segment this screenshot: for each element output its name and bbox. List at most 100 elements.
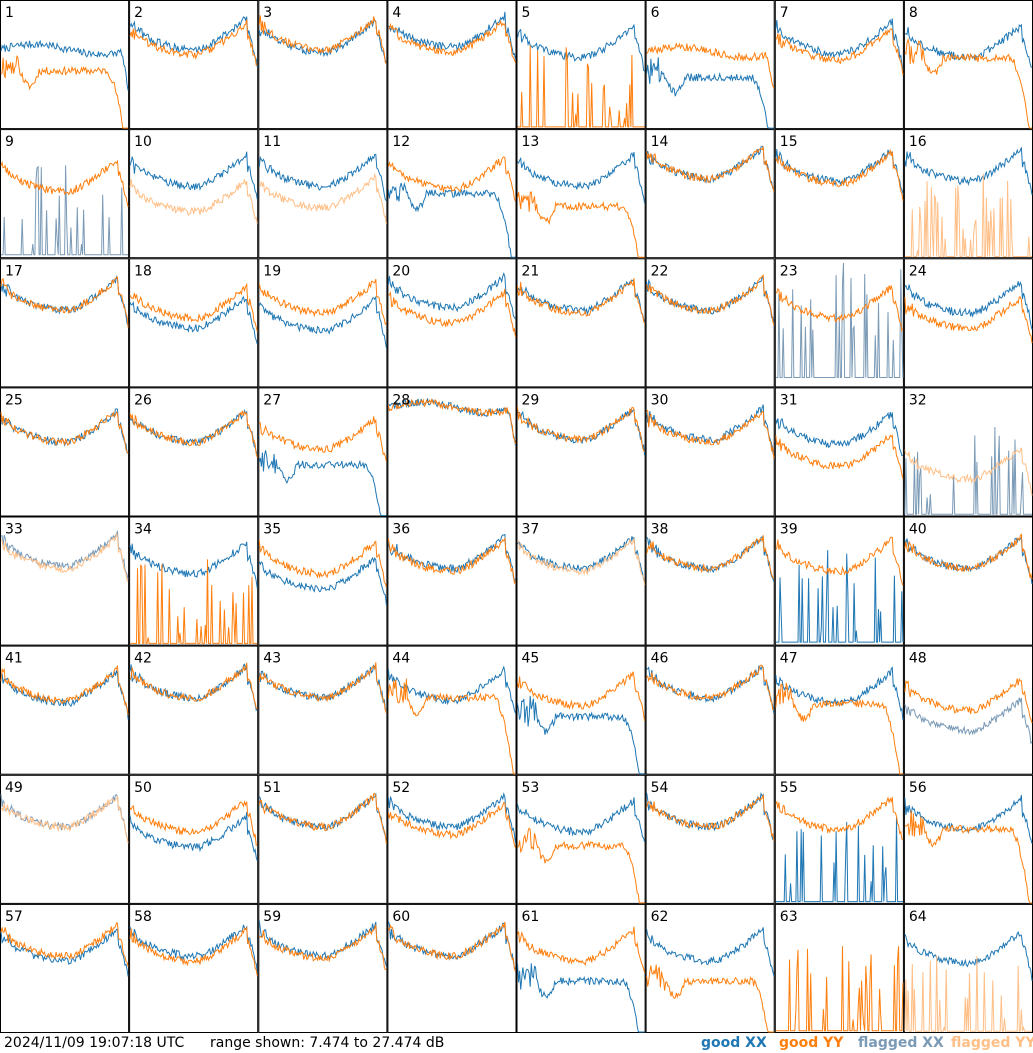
series-xx-panel-39 — [775, 550, 904, 643]
panel-label: 43 — [263, 651, 281, 667]
panel-label: 3 — [263, 5, 272, 21]
panel-42: 42 — [129, 645, 259, 775]
panel-32: 32 — [903, 387, 1033, 517]
panel-label: 51 — [263, 780, 281, 796]
panel-label: 21 — [522, 263, 540, 279]
panel-frame — [645, 258, 775, 388]
series-yy-panel-48 — [904, 677, 1033, 724]
panel-7: 7 — [774, 0, 904, 130]
panel-2: 2 — [129, 0, 259, 130]
panel-frame — [129, 387, 259, 517]
panel-37: 37 — [516, 516, 646, 646]
panel-8: 8 — [903, 0, 1033, 130]
series-yy-panel-19 — [258, 278, 387, 326]
panel-24: 24 — [903, 258, 1033, 388]
panel-label: 26 — [134, 392, 152, 408]
panel-49: 49 — [0, 774, 130, 904]
panel-label: 34 — [134, 522, 152, 538]
panel-62: 62 — [645, 903, 775, 1033]
series-yy-panel-40 — [904, 532, 1033, 580]
panel-frame — [387, 774, 517, 904]
series-yy-panel-12 — [387, 156, 516, 202]
panel-label: 64 — [909, 909, 927, 925]
panel-26: 26 — [129, 387, 259, 517]
series-xx-panel-9 — [1, 165, 129, 256]
series-xx-panel-10 — [129, 151, 258, 200]
panel-label: 6 — [651, 5, 660, 21]
series-xx-panel-23 — [775, 262, 904, 378]
panel-label: 32 — [909, 392, 927, 408]
panel-39: 39 — [774, 516, 904, 646]
panel-frame — [516, 645, 646, 775]
series-yy-panel-60 — [387, 921, 516, 972]
panel-frame — [516, 516, 646, 646]
panel-label: 38 — [651, 522, 669, 538]
panel-29: 29 — [516, 387, 646, 517]
panel-frame — [0, 645, 130, 775]
panel-frame — [387, 0, 517, 130]
series-yy-panel-5 — [517, 45, 645, 128]
series-xx-panel-13 — [517, 151, 646, 204]
panel-label: 54 — [651, 780, 669, 796]
panel-label: 19 — [263, 263, 281, 279]
panel-label: 48 — [909, 651, 927, 667]
panel-label: 47 — [780, 651, 798, 667]
panel-label: 53 — [522, 780, 540, 796]
series-yy-panel-15 — [775, 148, 904, 201]
panel-frame — [129, 258, 259, 388]
series-yy-panel-20 — [388, 288, 516, 338]
panel-label: 29 — [522, 392, 540, 408]
panel-frame — [0, 0, 130, 130]
footer: 2024/11/09 19:07:18 UTC range shown: 7.4… — [0, 1033, 1033, 1053]
panel-20: 20 — [387, 258, 517, 388]
panel-label: 31 — [780, 392, 798, 408]
panel-frame — [645, 0, 775, 130]
series-xx-panel-12 — [387, 182, 516, 258]
panel-label: 37 — [522, 522, 540, 538]
panel-15: 15 — [774, 129, 904, 259]
panel-label: 16 — [909, 134, 927, 150]
panel-frame — [0, 258, 130, 388]
panel-40: 40 — [903, 516, 1033, 646]
range-label: range shown: 7.474 to 27.474 dB — [210, 1035, 445, 1051]
series-yy-panel-38 — [646, 535, 775, 580]
series-yy-panel-26 — [129, 410, 258, 458]
series-yy-panel-2 — [129, 19, 258, 66]
series-yy-panel-29 — [517, 406, 645, 453]
panel-23: 23 — [774, 258, 904, 388]
panel-label: 56 — [909, 780, 927, 796]
legend-good-yy: good YY — [779, 1035, 844, 1051]
panel-31: 31 — [774, 387, 904, 517]
series-yy-panel-34 — [130, 559, 258, 644]
series-yy-panel-44 — [387, 678, 516, 775]
series-xx-panel-50 — [129, 812, 258, 861]
panel-43: 43 — [258, 645, 388, 775]
panel-27: 27 — [258, 387, 388, 517]
series-yy-panel-13 — [517, 191, 645, 258]
panel-frame — [258, 0, 388, 130]
series-yy-panel-49 — [0, 795, 129, 844]
panel-label: 18 — [134, 263, 152, 279]
series-yy-panel-51 — [258, 793, 387, 844]
series-yy-panel-52 — [387, 801, 516, 849]
series-xx-panel-1 — [0, 39, 129, 91]
series-xx-panel-4 — [388, 11, 516, 60]
series-yy-panel-24 — [904, 296, 1033, 344]
panel-frame — [129, 645, 259, 775]
panel-label: 49 — [5, 780, 23, 796]
series-yy-panel-56 — [904, 810, 1032, 904]
panel-frame — [774, 0, 904, 130]
series-xx-panel-54 — [646, 792, 775, 841]
panel-label: 46 — [651, 651, 669, 667]
series-yy-panel-32 — [904, 447, 1033, 496]
panel-label: 10 — [134, 134, 152, 150]
series-yy-panel-18 — [129, 282, 258, 332]
panel-label: 30 — [651, 392, 669, 408]
panel-label: 11 — [263, 134, 281, 150]
panel-frame — [903, 258, 1033, 388]
legend-flagged-xx: flagged XX — [858, 1035, 944, 1051]
panel-label: 2 — [134, 5, 143, 21]
panel-18: 18 — [129, 258, 259, 388]
series-yy-panel-25 — [0, 411, 129, 454]
panel-frame — [903, 0, 1033, 130]
